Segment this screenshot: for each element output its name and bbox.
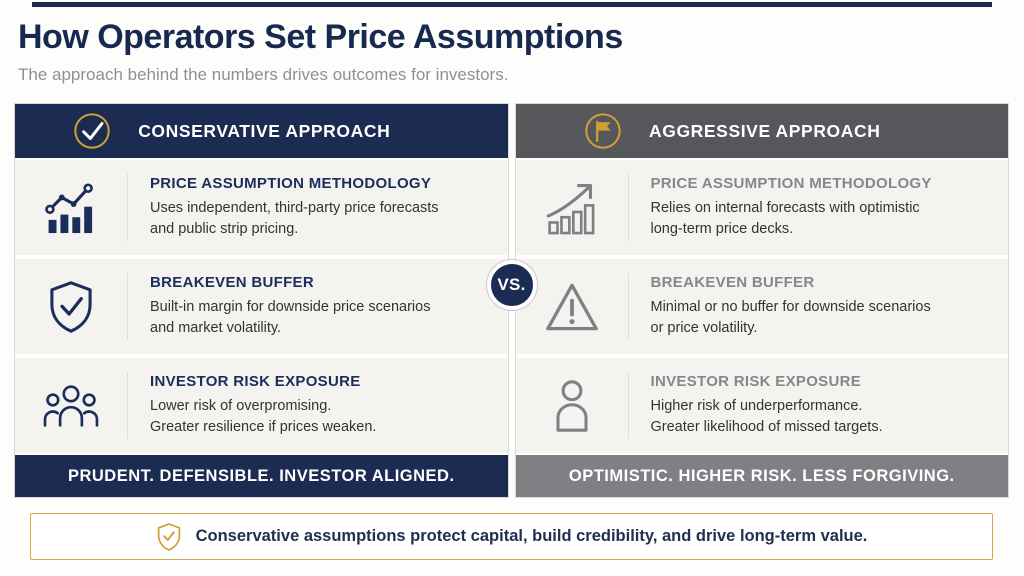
row-methodology-aggressive: PRICE ASSUMPTION METHODOLOGY Relies on i… xyxy=(515,160,1008,255)
person-icon xyxy=(516,378,628,434)
divider xyxy=(127,273,128,340)
top-accent-bar xyxy=(32,2,992,7)
row-body-line: Higher risk of underperformance. xyxy=(650,398,863,415)
aggressive-rows: PRICE ASSUMPTION METHODOLOGY Relies on i… xyxy=(515,158,1008,455)
conservative-panel: CONSERVATIVE APPROACH xyxy=(14,103,509,498)
row-title: BREAKEVEN BUFFER xyxy=(150,274,314,292)
row-body-line: Built-in margin for downside price scena… xyxy=(150,299,431,316)
divider xyxy=(627,372,629,439)
conservative-footer: PRUDENT. DEFENSIBLE. INVESTOR ALIGNED. xyxy=(15,455,508,497)
row-methodology-conservative: PRICE ASSUMPTION METHODOLOGY Uses indepe… xyxy=(15,160,508,255)
conservative-rows: PRICE ASSUMPTION METHODOLOGY Uses indepe… xyxy=(15,158,508,455)
warning-triangle-icon xyxy=(516,279,628,335)
comparison-section: CONSERVATIVE APPROACH xyxy=(14,103,1009,498)
page-header: How Operators Set Price Assumptions The … xyxy=(0,0,1024,85)
bar-chart-arrow-icon xyxy=(516,179,628,237)
shield-check-icon xyxy=(156,522,182,552)
check-circle-icon xyxy=(72,111,112,151)
row-title: PRICE ASSUMPTION METHODOLOGY xyxy=(150,175,432,193)
row-title: PRICE ASSUMPTION METHODOLOGY xyxy=(650,175,932,193)
row-body-line: or price volatility. xyxy=(650,320,758,336)
row-body-line: Relies on internal forecasts with optimi… xyxy=(650,200,920,217)
people-group-icon xyxy=(15,378,127,434)
divider xyxy=(127,174,128,241)
aggressive-panel: AGGRESSIVE APPROACH PRICE ASSUMPTION xyxy=(514,103,1009,498)
conservative-footer-label: PRUDENT. DEFENSIBLE. INVESTOR ALIGNED. xyxy=(67,466,455,485)
row-body-line: long-term price decks. xyxy=(650,221,794,237)
row-title: BREAKEVEN BUFFER xyxy=(650,274,815,292)
vs-label: VS. xyxy=(497,275,526,294)
bottom-callout: Conservative assumptions protect capital… xyxy=(30,513,993,560)
shield-check-icon xyxy=(15,279,127,335)
row-buffer-aggressive: BREAKEVEN BUFFER Minimal or no buffer fo… xyxy=(515,259,1008,354)
conservative-header: CONSERVATIVE APPROACH xyxy=(15,104,508,158)
bar-chart-trend-icon xyxy=(15,179,127,237)
divider xyxy=(127,372,128,439)
aggressive-header: AGGRESSIVE APPROACH xyxy=(515,104,1008,158)
aggressive-footer: OPTIMISTIC. HIGHER RISK. LESS FORGIVING. xyxy=(515,455,1008,497)
conservative-header-label: CONSERVATIVE APPROACH xyxy=(138,120,391,141)
divider xyxy=(627,174,629,241)
callout-text: Conservative assumptions protect capital… xyxy=(195,527,868,545)
aggressive-header-label: AGGRESSIVE APPROACH xyxy=(649,120,881,141)
divider xyxy=(627,273,629,340)
row-body-line: Minimal or no buffer for downside scenar… xyxy=(650,299,931,316)
row-body-line: and public strip pricing. xyxy=(150,221,299,237)
page-subtitle: The approach behind the numbers drives o… xyxy=(18,64,509,84)
row-body-line: Greater likelihood of missed targets. xyxy=(650,419,883,435)
row-title: INVESTOR RISK EXPOSURE xyxy=(150,373,361,391)
row-risk-conservative: INVESTOR RISK EXPOSURE Lower risk of ove… xyxy=(15,358,508,453)
row-buffer-conservative: BREAKEVEN BUFFER Built-in margin for dow… xyxy=(15,259,508,354)
aggressive-footer-label: OPTIMISTIC. HIGHER RISK. LESS FORGIVING. xyxy=(568,466,955,485)
page-title: How Operators Set Price Assumptions xyxy=(18,18,623,56)
row-body-line: Lower risk of overpromising. xyxy=(150,398,332,415)
row-body-line: Uses independent, third-party price fore… xyxy=(150,200,439,217)
row-body-line: Greater resilience if prices weaken. xyxy=(150,419,377,435)
vs-badge: VS. xyxy=(486,260,537,310)
flag-icon xyxy=(583,111,623,151)
row-body-line: and market volatility. xyxy=(150,320,282,336)
row-risk-aggressive: INVESTOR RISK EXPOSURE Higher risk of un… xyxy=(515,358,1008,453)
row-title: INVESTOR RISK EXPOSURE xyxy=(650,373,862,391)
